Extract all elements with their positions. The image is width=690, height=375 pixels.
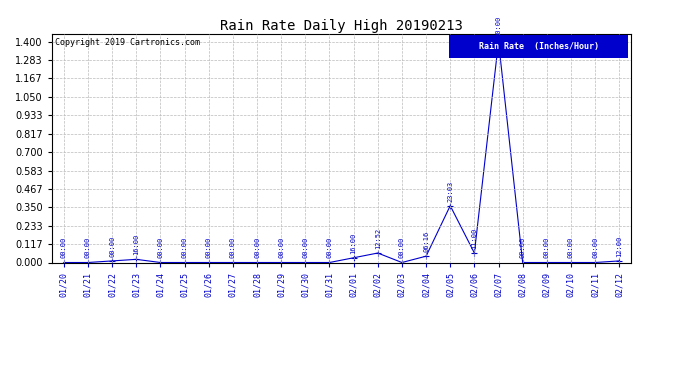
Text: 00:00: 00:00 — [109, 236, 115, 257]
Text: 00:00: 00:00 — [206, 237, 212, 258]
Text: 11:00: 11:00 — [471, 228, 477, 249]
Text: 00:00: 00:00 — [592, 237, 598, 258]
Text: 00:00: 00:00 — [399, 237, 405, 258]
Text: 00:00: 00:00 — [254, 237, 260, 258]
Text: 16:00: 16:00 — [351, 232, 357, 254]
Text: 00:00: 00:00 — [278, 237, 284, 258]
Text: 00:00: 00:00 — [568, 237, 574, 258]
Text: 00:00: 00:00 — [85, 237, 91, 258]
Text: 23:03: 23:03 — [447, 180, 453, 201]
Text: 00:00: 00:00 — [181, 237, 188, 258]
Text: 16:00: 16:00 — [133, 234, 139, 255]
Text: 00:00: 00:00 — [495, 16, 502, 38]
Text: 00:00: 00:00 — [302, 237, 308, 258]
Title: Rain Rate Daily High 20190213: Rain Rate Daily High 20190213 — [220, 19, 463, 33]
Text: 06:16: 06:16 — [423, 231, 429, 252]
Text: 00:00: 00:00 — [520, 237, 526, 258]
Text: 00:00: 00:00 — [61, 237, 67, 258]
Text: 00:00: 00:00 — [326, 237, 333, 258]
Text: 12:00: 12:00 — [616, 236, 622, 257]
Text: 00:00: 00:00 — [544, 237, 550, 258]
Text: Copyright 2019 Cartronics.com: Copyright 2019 Cartronics.com — [55, 38, 199, 47]
Text: 00:00: 00:00 — [157, 237, 164, 258]
Text: 12:52: 12:52 — [375, 228, 381, 249]
Text: 00:00: 00:00 — [230, 237, 236, 258]
